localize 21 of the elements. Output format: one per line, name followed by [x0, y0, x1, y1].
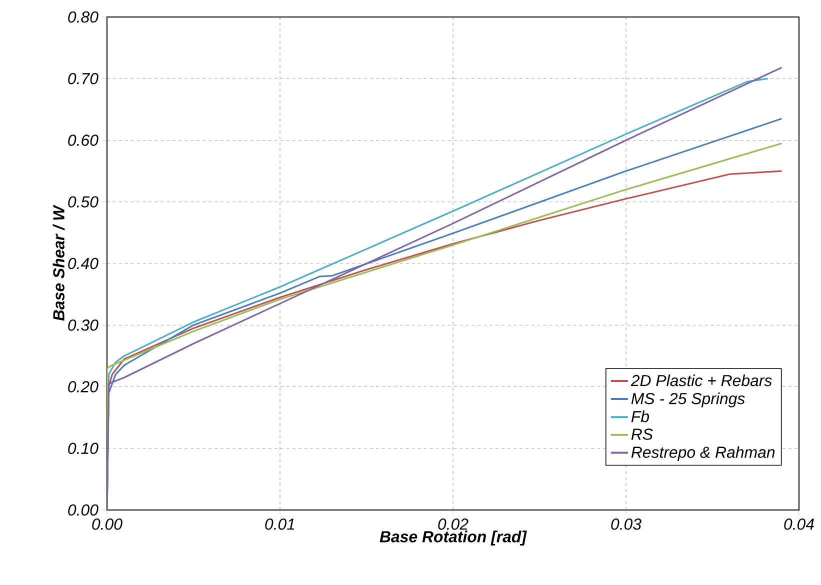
legend-label: RS: [631, 428, 653, 440]
y-tick-label: 0.50: [68, 196, 98, 208]
legend-label: Fb: [631, 410, 650, 422]
y-tick-label: 0.00: [68, 504, 98, 516]
legend-label: Restrepo & Rahman: [631, 446, 775, 462]
y-tick-label: 0.40: [68, 258, 98, 270]
legend-label: 2D Plastic + Rebars: [630, 374, 772, 386]
legend-label: MS - 25 Springs: [631, 392, 745, 408]
x-tick-label: 0.03: [611, 518, 642, 530]
x-tick-label: 0.01: [265, 518, 294, 530]
y-tick-label: 0.80: [68, 11, 98, 23]
y-tick-label: 0.20: [68, 381, 98, 392]
y-tick-label: 0.60: [68, 134, 98, 146]
y-tick-label: 0.30: [68, 319, 98, 331]
x-tick-label: 0.02: [438, 518, 468, 530]
x-tick-label: 0.00: [92, 518, 122, 530]
x-tick-label: 0.04: [784, 518, 814, 530]
x-axis-title: Base Rotation [rad]: [380, 530, 527, 546]
y-axis-title: Base Shear / W: [52, 204, 65, 321]
y-tick-label: 0.70: [68, 72, 98, 84]
y-tick-label: 0.10: [68, 442, 98, 454]
